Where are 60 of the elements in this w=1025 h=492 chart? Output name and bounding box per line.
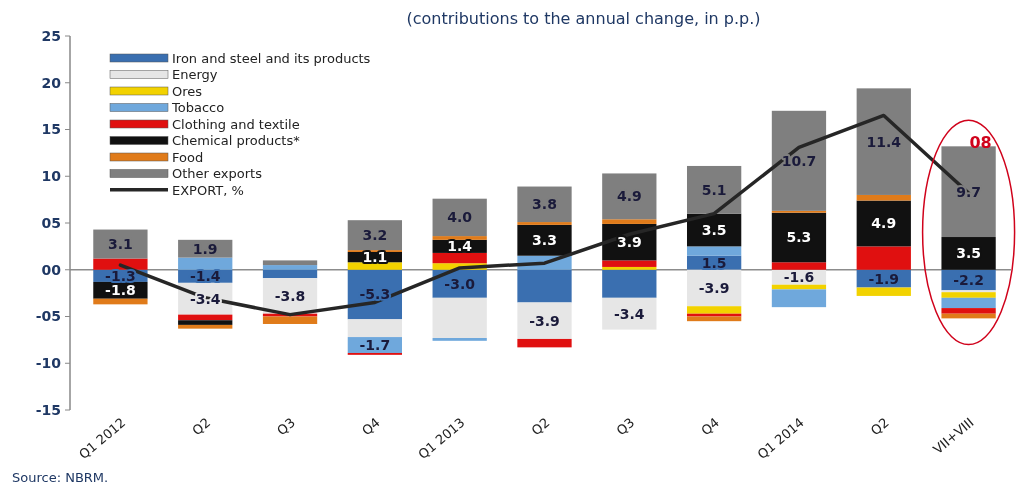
legend-label: Other exports	[172, 166, 263, 182]
y-tick-label: 00	[41, 261, 62, 278]
x-tick-label: Q4	[698, 414, 723, 439]
legend-label: Ores	[172, 83, 203, 99]
data-label: 3.3	[532, 232, 557, 249]
data-label: -1.9	[868, 270, 900, 287]
legend-label: Chemical products*	[172, 133, 301, 149]
data-label: -3.0	[444, 275, 476, 292]
x-tick-label: Q3	[613, 414, 638, 439]
data-label: 3.2	[362, 227, 388, 244]
legend-label: Clothing and textile	[172, 116, 300, 132]
data-label: -1.7	[359, 336, 391, 353]
data-label: -3.9	[698, 279, 730, 296]
data-label: 11.4	[866, 133, 902, 150]
data-label: 3.5	[956, 245, 981, 262]
y-tick-label: 25	[41, 27, 61, 44]
data-label: 10.7	[781, 152, 817, 169]
x-tick-label: Q4	[358, 414, 383, 439]
data-label: 3.5	[701, 221, 727, 238]
legend-label: Food	[172, 149, 204, 165]
data-label: 4.0	[447, 209, 473, 226]
legend-label: Tobacco	[171, 100, 225, 116]
x-tick-label: Q2	[189, 414, 214, 439]
annotation: 08	[969, 133, 992, 153]
data-label: 1.4	[447, 238, 473, 255]
x-tick-label: Q3	[274, 414, 298, 439]
data-label: -3.8	[274, 287, 306, 304]
chart-title: (contributions to the annual change, in p.p.)	[406, 9, 761, 28]
data-label: 5.3	[786, 229, 812, 246]
y-tick-label: 10	[41, 168, 62, 185]
data-label: -1.3	[105, 267, 136, 284]
source-note: Source: NBRM.	[12, 470, 109, 485]
y-tick-label: -05	[35, 308, 61, 325]
y-tick-label: 05	[41, 214, 61, 231]
data-label: 1.5	[701, 254, 727, 271]
legend-label: Energy	[172, 67, 218, 83]
data-label: -1.8	[105, 282, 136, 299]
x-tick-label: Q2	[867, 414, 892, 439]
data-label: -5.3	[359, 286, 391, 303]
x-tick-label: Q2	[528, 414, 553, 439]
y-tick-label: 15	[41, 121, 61, 138]
data-label: 3.9	[616, 234, 642, 251]
data-label: 3.8	[532, 196, 557, 213]
data-label: 1.9	[192, 240, 218, 257]
legend-label: Iron and steel and its products	[172, 50, 371, 66]
legend-label: EXPORT, %	[172, 182, 244, 198]
data-label: -3.9	[529, 312, 560, 329]
data-label: -1.4	[189, 268, 221, 285]
data-label: 5.1	[701, 181, 727, 198]
y-tick-label: -15	[35, 401, 61, 418]
data-label: -1.6	[783, 269, 815, 286]
data-label: 4.9	[871, 215, 897, 232]
y-tick-label: -10	[35, 355, 62, 372]
data-label: 3.1	[108, 235, 133, 252]
data-label: -2.2	[953, 271, 984, 288]
y-tick-label: 20	[41, 74, 62, 91]
data-label: 1.1	[362, 249, 388, 266]
data-label: 9.7	[956, 183, 981, 200]
data-label: -3.4	[614, 305, 645, 322]
data-label: 4.9	[616, 188, 642, 205]
